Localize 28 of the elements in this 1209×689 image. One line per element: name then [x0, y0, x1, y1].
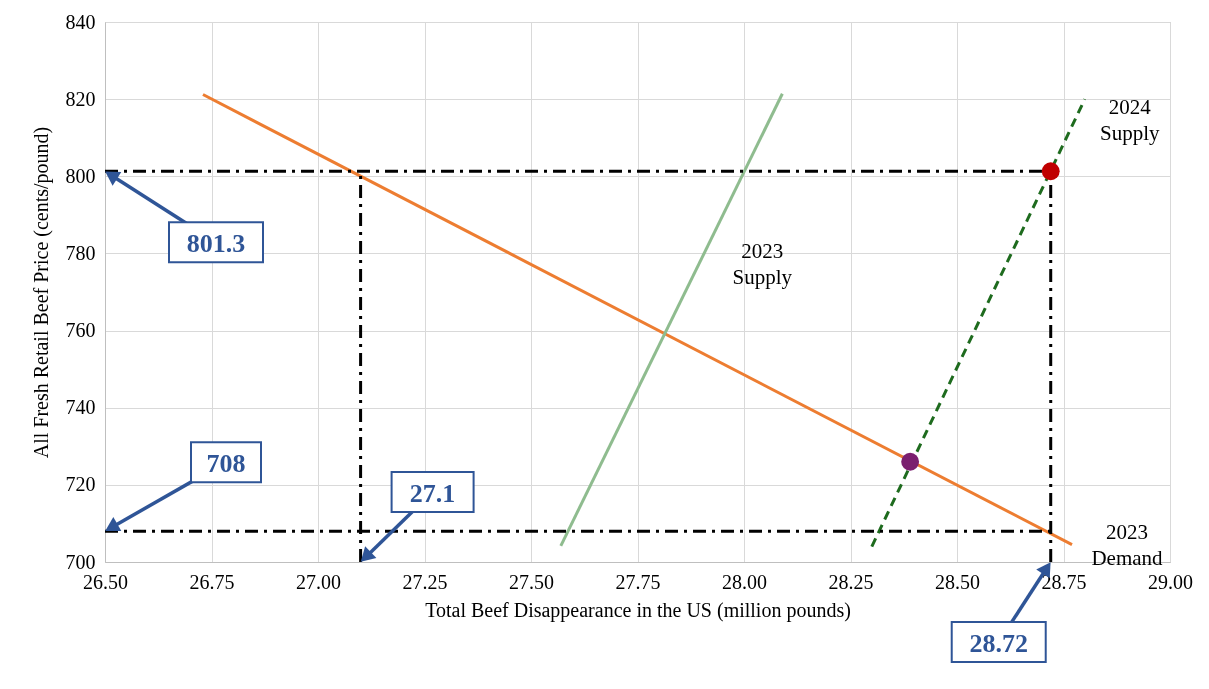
ref-line-label: 708 [206, 449, 246, 479]
ref-line-label: 801.3 [186, 229, 246, 259]
x-tick-label: 28.00 [722, 570, 767, 593]
x-tick-label: 28.25 [828, 570, 874, 593]
y-tick-label: 820 [65, 87, 96, 110]
y-tick-label: 700 [65, 550, 96, 573]
series-label: 2023 Supply [732, 238, 793, 289]
y-tick-label: 840 [65, 10, 96, 33]
ref-line-label: 28.72 [969, 629, 1028, 658]
x-tick-label: 28.50 [935, 570, 980, 593]
series-label: 2023 Demand [1091, 519, 1164, 570]
x-tick-label: 27.00 [296, 570, 341, 593]
x-tick-label: 27.50 [509, 570, 554, 593]
x-tick-label: 28.75 [1041, 570, 1087, 593]
x-tick-label: 26.50 [83, 570, 128, 593]
y-tick-label: 760 [65, 319, 96, 342]
ref-line-label: 27.1 [409, 479, 456, 508]
y-tick-label: 740 [65, 396, 96, 419]
x-tick-label: 27.75 [615, 570, 661, 593]
x-axis-title: Total Beef Disappearance in the US (million pounds) [425, 598, 851, 622]
y-tick-label: 780 [65, 241, 96, 264]
x-tick-label: 29.00 [1148, 570, 1193, 593]
y-tick-label: 800 [65, 164, 96, 187]
x-tick-label: 27.25 [402, 570, 448, 593]
y-tick-label: 720 [65, 473, 96, 496]
series-label: 2024 Supply [1100, 95, 1161, 146]
y-axis-title: All Fresh Retail Beef Price (cents/pound) [29, 126, 53, 459]
x-tick-label: 26.75 [189, 570, 235, 593]
